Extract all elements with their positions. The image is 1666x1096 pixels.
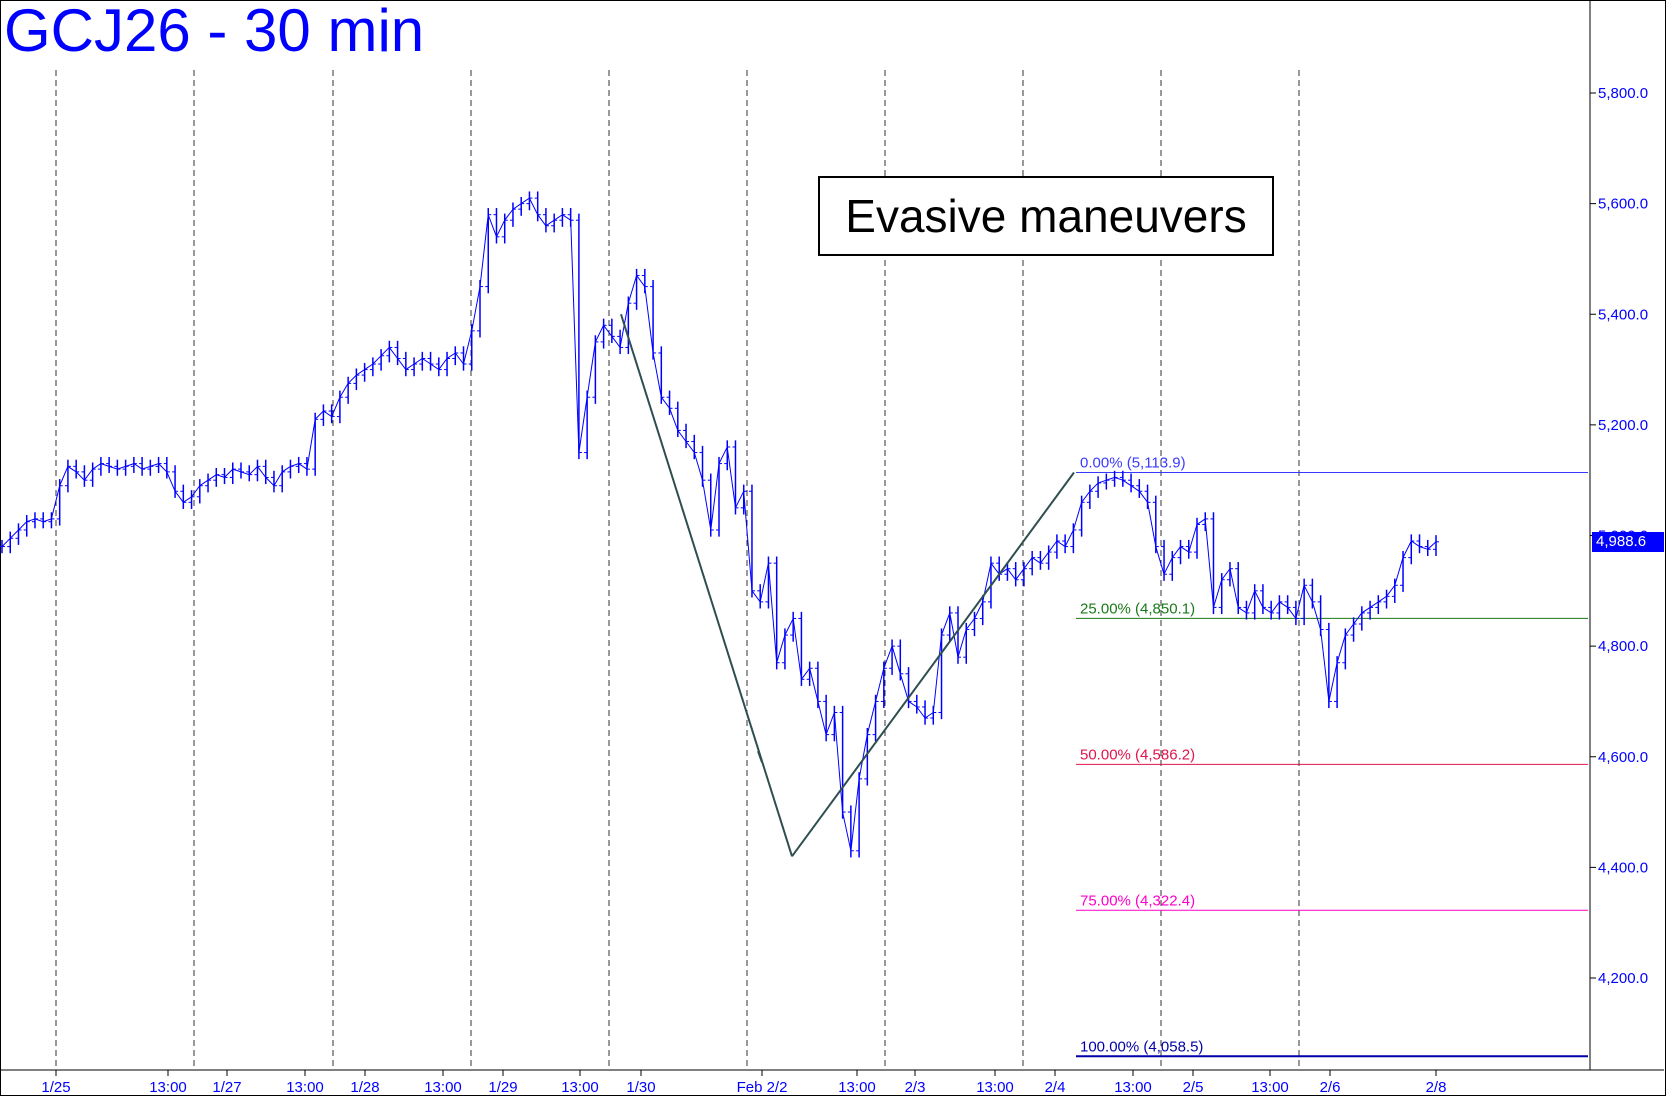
- price-line: [1, 197, 1437, 851]
- x-tick-label: 13:00: [286, 1079, 324, 1096]
- fib-label-2: 50.00% (4,586.2): [1080, 746, 1195, 763]
- y-tick-label: 5,400.0: [1598, 306, 1648, 323]
- y-tick-label: 4,400.0: [1598, 859, 1648, 876]
- x-tick-label: 13:00: [149, 1079, 187, 1096]
- fib-label-4: 100.00% (4,058.5): [1080, 1038, 1203, 1055]
- x-tick-label: 1/29: [488, 1079, 517, 1096]
- x-tick-label: 13:00: [976, 1079, 1014, 1096]
- x-tick-label: Feb 2/2: [737, 1079, 788, 1096]
- y-tick-label: 4,200.0: [1598, 970, 1648, 987]
- x-tick-label: 13:00: [838, 1079, 876, 1096]
- x-tick-label: 1/28: [350, 1079, 379, 1096]
- x-tick-label: 13:00: [561, 1079, 599, 1096]
- x-tick-label: 2/6: [1320, 1079, 1341, 1096]
- y-tick-label: 5,800.0: [1598, 85, 1648, 102]
- fib-label-0: 0.00% (5,113.9): [1080, 454, 1186, 471]
- annotation-box: Evasive maneuvers: [818, 176, 1274, 256]
- y-tick-label: 4,800.0: [1598, 638, 1648, 655]
- pattern-leg-0: [620, 313, 793, 857]
- x-tick-label: 2/5: [1183, 1079, 1204, 1096]
- y-tick-label: 5,200.0: [1598, 417, 1648, 434]
- fib-label-3: 75.00% (4,322.4): [1080, 892, 1195, 909]
- x-tick-label: 13:00: [1251, 1079, 1289, 1096]
- x-tick-label: 13:00: [424, 1079, 462, 1096]
- x-tick-label: 2/8: [1426, 1079, 1447, 1096]
- last-price-tag: 4,988.6: [1592, 532, 1664, 552]
- annotation-text: Evasive maneuvers: [845, 190, 1247, 242]
- x-tick-label: 2/3: [905, 1079, 926, 1096]
- x-tick-label: 1/30: [626, 1079, 655, 1096]
- x-tick-label: 13:00: [1114, 1079, 1152, 1096]
- pattern-tick: [757, 750, 763, 763]
- x-tick-label: 1/27: [212, 1079, 241, 1096]
- pattern-leg-1: [791, 471, 1075, 857]
- fib-label-1: 25.00% (4,850.1): [1080, 600, 1195, 617]
- y-tick-label: 4,600.0: [1598, 749, 1648, 766]
- x-tick-label: 2/4: [1045, 1079, 1066, 1096]
- y-tick-label: 5,600.0: [1598, 196, 1648, 213]
- chart-title: GCJ26 - 30 min: [4, 0, 425, 64]
- x-tick-label: 1/25: [41, 1079, 70, 1096]
